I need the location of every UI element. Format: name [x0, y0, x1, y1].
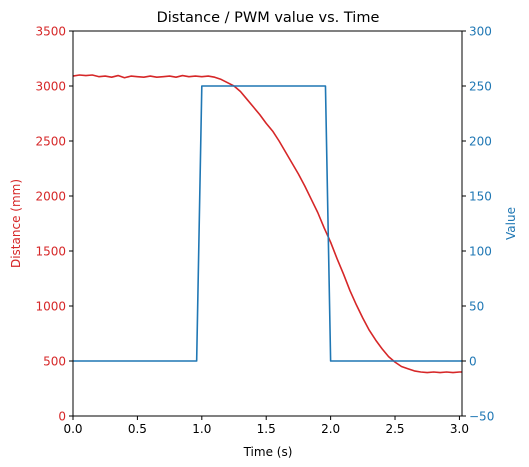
x-tick-label: 2.5 — [385, 422, 404, 436]
y-left-tick-label: 2000 — [35, 189, 66, 203]
x-tick-label: 0.5 — [128, 422, 147, 436]
x-tick-label: 0.0 — [63, 422, 82, 436]
y-axis-left-label: Distance (mm) — [9, 179, 23, 268]
series-line-distance — [72, 74, 462, 374]
x-axis-label: Time (s) — [243, 445, 293, 459]
y-left-tick-label: 3000 — [35, 79, 66, 93]
chart-title: Distance / PWM value vs. Time — [157, 10, 380, 26]
y-right-tick-label: −50 — [469, 409, 494, 423]
y-right-tick-label: 300 — [469, 24, 492, 38]
y-axis-left: 0 500 1000 1500 2000 2500 3000 3500 — [35, 24, 73, 423]
y-right-tick-label: 50 — [469, 299, 484, 313]
y-left-tick-label: 1500 — [35, 244, 66, 258]
y-right-tick-label: 250 — [469, 79, 492, 93]
y-left-tick-label: 2500 — [35, 134, 66, 148]
series-line-value — [73, 85, 462, 362]
y-axis-right-label: Value — [504, 207, 518, 240]
x-tick-label: 2.0 — [321, 422, 340, 436]
y-axis-right: −50 0 50 100 150 200 250 300 — [462, 24, 494, 423]
plot-frame — [72, 30, 463, 417]
y-right-tick-label: 100 — [469, 244, 492, 258]
x-axis: 0.0 0.5 1.0 1.5 2.0 2.5 3.0 — [63, 416, 469, 436]
y-left-tick-label: 0 — [58, 409, 66, 423]
y-left-tick-label: 3500 — [35, 24, 66, 38]
y-right-tick-label: 200 — [469, 134, 492, 148]
y-left-tick-label: 500 — [43, 354, 66, 368]
x-tick-label: 3.0 — [450, 422, 469, 436]
x-tick-label: 1.0 — [192, 422, 211, 436]
series-layer — [72, 74, 462, 374]
x-tick-label: 1.5 — [257, 422, 276, 436]
y-right-tick-label: 0 — [469, 354, 477, 368]
y-right-tick-label: 150 — [469, 189, 492, 203]
y-left-tick-label: 1000 — [35, 299, 66, 313]
